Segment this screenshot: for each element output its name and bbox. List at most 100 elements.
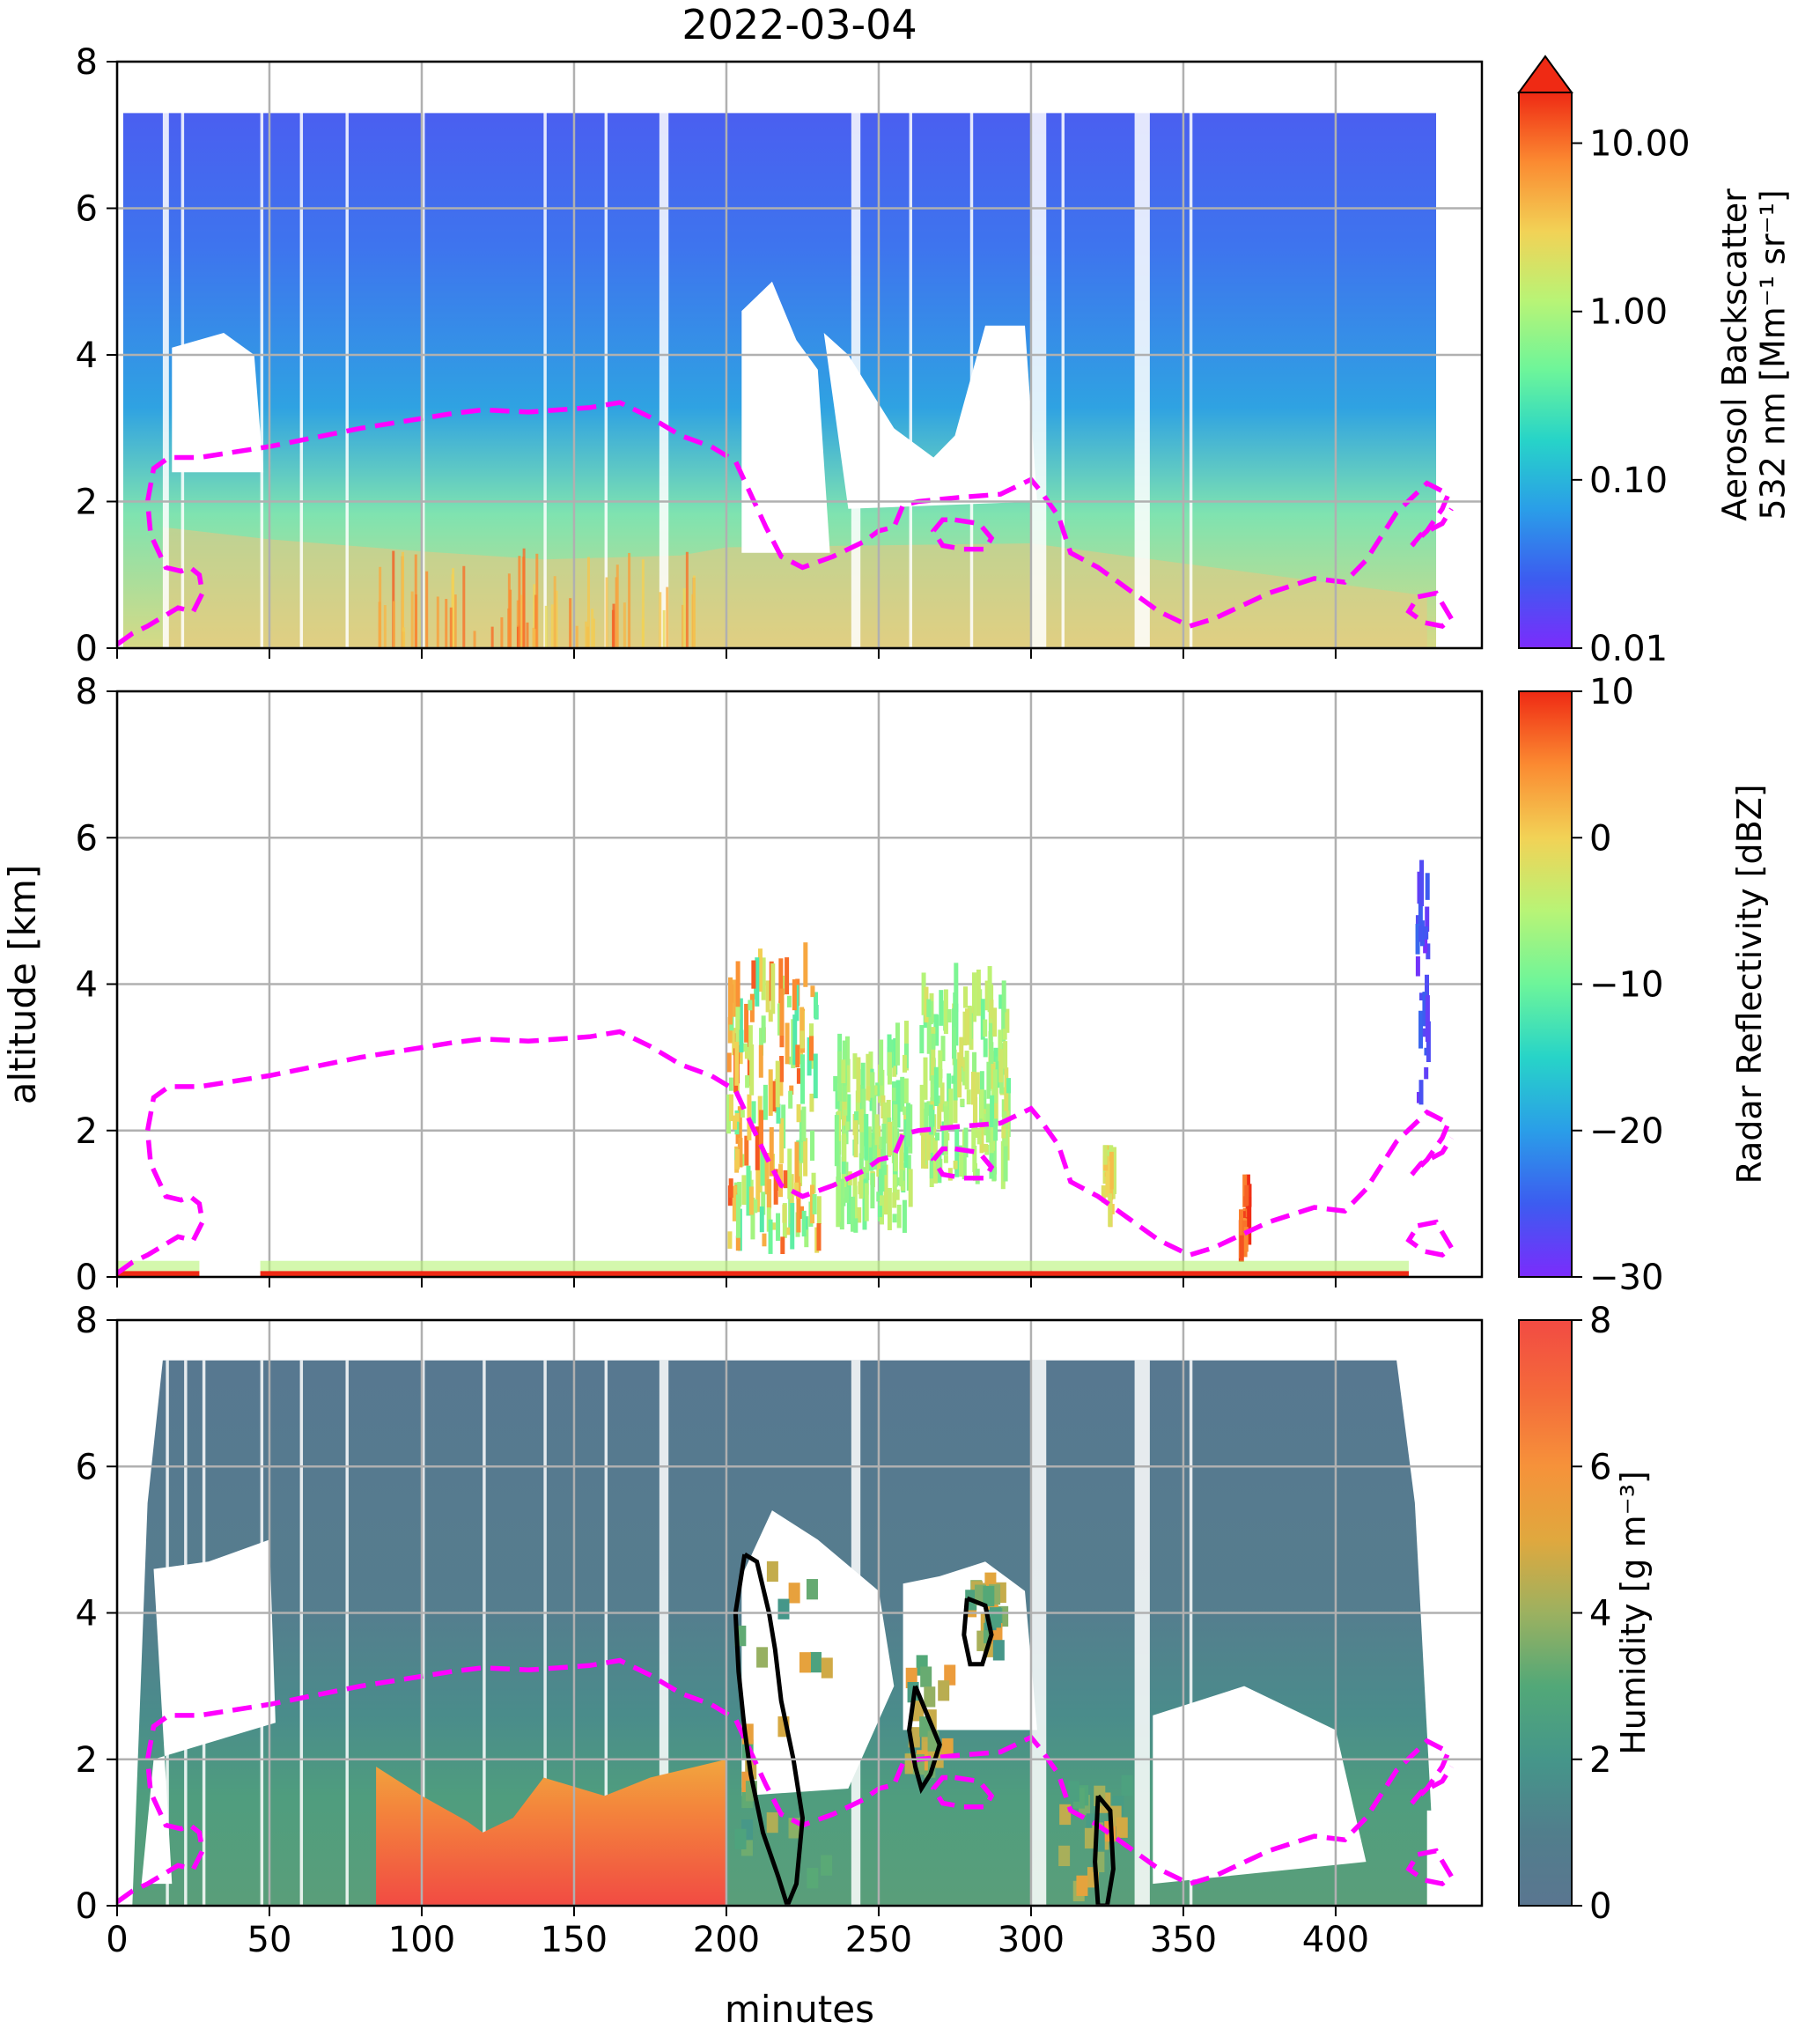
reflectivity-cell [741,1175,747,1206]
reflectivity-cell [965,1008,970,1045]
reflectivity-cell [755,1164,761,1213]
reflectivity-cell [891,1081,896,1121]
reflectivity-cell [921,972,926,1015]
reflectivity-cell [943,989,948,1035]
reflectivity-cell [737,1182,742,1207]
humidity-panel: 0 50 100 150 200 250 300 350 400 0 2 4 6 8 0 2 4 6 8 Humidi… [76,1301,1653,1960]
reflectivity-cell [816,1223,822,1251]
reflectivity-cell [1002,1029,1007,1040]
reflectivity-cell [765,980,770,1013]
reflectivity-cell [877,1206,882,1217]
colorbar-extend-arrow [1517,55,1573,93]
solid-contour [1093,1794,1116,1906]
reflectivity-cell [768,1009,773,1022]
humidity-cell [756,1647,769,1668]
reflectivity-cell [970,1071,976,1105]
reflectivity-cell [892,1214,897,1223]
reflectivity-cell [989,1142,994,1179]
reflectivity-cell [976,1127,982,1145]
reflectivity-cell [842,1069,847,1102]
dropout-stripe [604,1360,608,1906]
reflectivity-cell [726,1052,732,1073]
reflectivity-cell [966,1089,971,1105]
no-data-region [1426,1810,1452,1906]
colorbar-label: Aerosol Backscatter532 nm [Mm⁻¹ sr⁻¹] [1715,188,1793,521]
solid-contour [962,1596,994,1667]
humidity-cell [807,1868,819,1889]
reflectivity-cell [794,1141,799,1185]
above-data [117,62,1482,114]
reflectivity-cell [1102,1145,1108,1165]
reflectivity-cell [844,1036,850,1066]
backscatter-strand [519,594,523,648]
reflectivity-cell [984,1143,989,1152]
humidity-cell [1058,1845,1071,1867]
colorbar-tick-label: −20 [1589,1111,1663,1152]
reflectivity-cell [855,1090,860,1125]
surface-clutter [117,1271,200,1277]
reflectivity-cell [748,1025,753,1061]
reflectivity-cell [1101,1185,1106,1203]
backscatter-strand [392,550,395,648]
reflectivity-cell [844,1121,850,1131]
reflectivity-cell [755,1126,760,1170]
reflectivity-cell [926,999,932,1017]
reflectivity-cell [779,1056,785,1082]
backscatter-strand [449,607,453,648]
humidity-cell [788,1583,800,1604]
x-tick-label: 0 [106,1920,128,1960]
humidity-cell [924,1686,936,1708]
reflectivity-cell [892,1066,897,1077]
reflectivity-cell [804,1216,809,1248]
reflectivity-cell [735,1194,741,1238]
reflectivity-cell [740,1110,745,1118]
reflectivity-cell [782,1204,787,1223]
backscatter-strand [402,627,406,648]
reflectivity-cell [1417,871,1422,904]
reflectivity-cell [906,1103,911,1147]
reflectivity-cell [833,1075,838,1092]
reflectivity-cell [951,1075,956,1084]
reflectivity-cell [896,1204,902,1228]
reflectivity-cell [839,1178,844,1230]
reflectivity-cell [989,1000,994,1019]
humidity-cell [806,1579,818,1600]
reflectivity-cell [933,1066,939,1106]
backscatter-strand [612,603,615,648]
humidity-cell [821,1657,833,1679]
colorbar-tick-label: −10 [1589,965,1663,1006]
reflectivity-cell [1243,1227,1249,1252]
reflectivity-cell [851,1196,856,1232]
reflectivity-cell [992,1069,998,1103]
reflectivity-cell [1006,1078,1012,1094]
reflectivity-cell [748,1186,754,1215]
aerosol-backscatter-panel: 0 2 4 6 8 0.01 0.10 1.00 10.00 Aerosol Backscatte… [76,42,1793,669]
y-tick-label: 8 [76,672,98,712]
backscatter-strand [666,587,669,648]
backscatter-strand [535,553,539,648]
humidity-cell [938,1680,950,1701]
humidity-field [117,1360,1455,1906]
backscatter-strand [379,566,382,648]
reflectivity-cell [1001,1000,1006,1043]
dashed-contour-loop [1405,1219,1455,1258]
reflectivity-cell [846,1177,851,1225]
x-tick-label: 150 [541,1920,608,1960]
reflectivity-cell [887,1187,892,1230]
reflectivity-cell [810,985,815,998]
reflectivity-cell [1004,1067,1009,1111]
reflectivity-cell [971,1125,976,1151]
reflectivity-cell [873,1085,878,1096]
reflectivity-cell [954,1126,960,1177]
reflectivity-cell [928,1000,933,1025]
reflectivity-cell [853,1218,858,1233]
reflectivity-cell [892,1192,897,1208]
y-tick-label: 8 [76,1301,98,1341]
dropout-stripe [1134,1360,1150,1906]
reflectivity-cell [893,1037,898,1075]
reflectivity-cell [813,992,818,1019]
reflectivity-cell [796,1103,801,1123]
reflectivity-cell [893,1142,898,1172]
reflectivity-cell [801,1210,807,1237]
reflectivity-cell [759,1028,764,1056]
